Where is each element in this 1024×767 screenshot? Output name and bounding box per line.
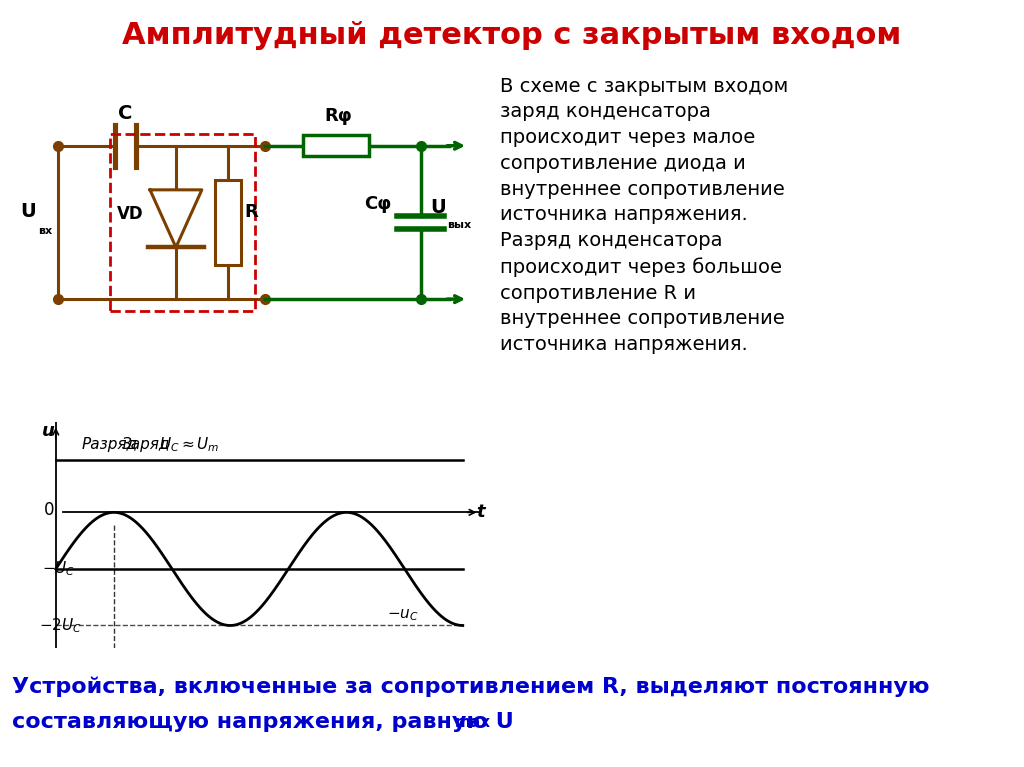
- Text: U: U: [430, 198, 446, 217]
- Text: $-U_C$: $-U_C$: [42, 559, 75, 578]
- Text: Амплитудный детектор с закрытым входом: Амплитудный детектор с закрытым входом: [122, 21, 902, 51]
- Text: $U_C\approx U_m$: $U_C\approx U_m$: [160, 435, 220, 454]
- Bar: [110, 134, 255, 311]
- Text: 0: 0: [44, 501, 54, 519]
- Text: Заряд: Заряд: [123, 437, 171, 452]
- Text: составляющую напряжения, равную U: составляющую напряжения, равную U: [12, 712, 514, 732]
- Text: t: t: [476, 503, 484, 521]
- Text: C: C: [118, 104, 132, 123]
- Text: Rφ: Rφ: [325, 107, 352, 125]
- Text: вых: вых: [446, 220, 471, 230]
- Text: В схеме с закрытым входом
заряд конденсатора
происходит через малое
сопротивлени: В схеме с закрытым входом заряд конденса…: [500, 77, 787, 354]
- Text: R: R: [245, 202, 258, 221]
- Bar: [215, 180, 241, 265]
- Text: u: u: [42, 422, 54, 440]
- Bar: [303, 135, 369, 156]
- Text: Cφ: Cφ: [365, 195, 391, 213]
- Text: вх: вх: [38, 226, 52, 236]
- Text: max: max: [455, 715, 490, 730]
- Text: VD: VD: [117, 205, 143, 222]
- Text: $-u_C$: $-u_C$: [387, 607, 419, 624]
- Text: Устройства, включенные за сопротивлением R, выделяют постоянную: Устройства, включенные за сопротивлением…: [12, 676, 930, 697]
- Polygon shape: [151, 190, 202, 247]
- Text: U: U: [20, 202, 36, 221]
- Text: Разряд: Разряд: [82, 437, 137, 452]
- Text: $-2U_C$: $-2U_C$: [40, 616, 83, 635]
